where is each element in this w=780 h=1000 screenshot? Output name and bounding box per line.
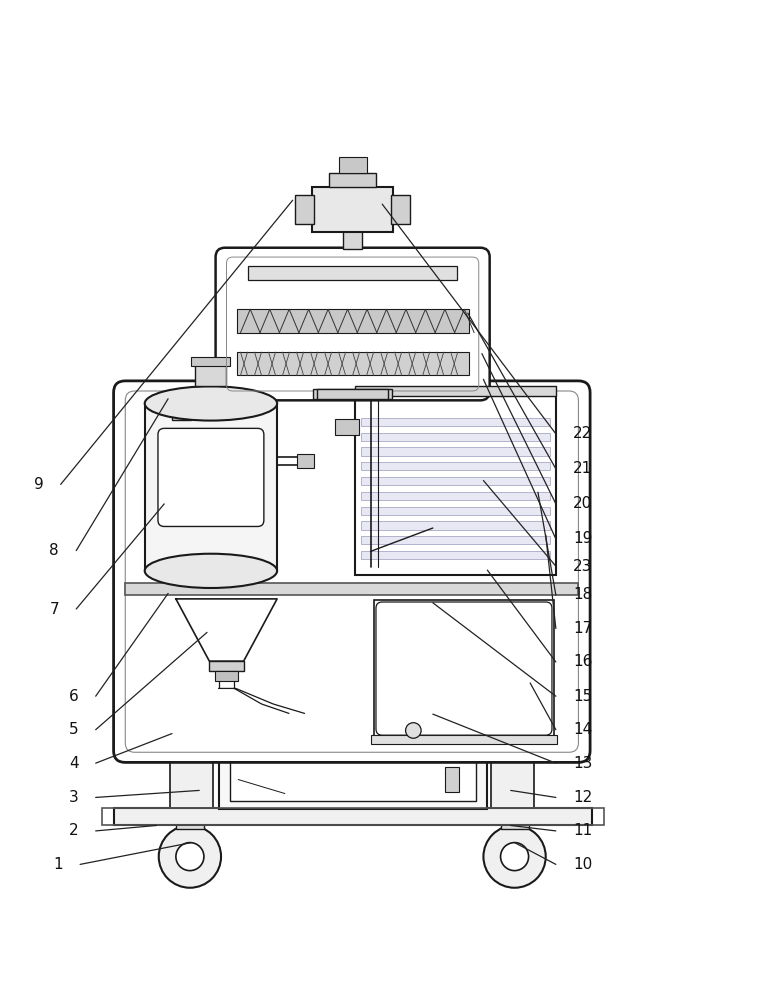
- Bar: [370, 735, 558, 744]
- Bar: [361, 507, 550, 515]
- Ellipse shape: [145, 386, 277, 421]
- Bar: [313, 389, 392, 399]
- Bar: [361, 447, 550, 456]
- Bar: [339, 157, 367, 173]
- Bar: [295, 195, 314, 224]
- Text: 4: 4: [69, 756, 79, 771]
- Bar: [361, 477, 550, 485]
- Text: 17: 17: [573, 621, 592, 636]
- Text: 15: 15: [573, 689, 592, 704]
- Bar: [361, 551, 550, 559]
- FancyBboxPatch shape: [215, 248, 490, 400]
- Bar: [361, 433, 550, 441]
- Bar: [317, 389, 388, 399]
- Text: 7: 7: [49, 602, 59, 617]
- Bar: [172, 400, 191, 420]
- Bar: [476, 751, 550, 760]
- Bar: [171, 760, 213, 808]
- Bar: [176, 815, 204, 829]
- Ellipse shape: [145, 554, 277, 588]
- Bar: [236, 309, 469, 333]
- Text: 3: 3: [69, 790, 79, 805]
- Bar: [193, 400, 215, 414]
- Text: 5: 5: [69, 722, 79, 737]
- Bar: [209, 661, 243, 671]
- Text: 23: 23: [573, 559, 592, 574]
- Bar: [335, 419, 359, 435]
- Bar: [145, 403, 277, 571]
- Circle shape: [176, 843, 204, 871]
- Bar: [355, 386, 556, 396]
- Bar: [445, 767, 459, 792]
- FancyBboxPatch shape: [376, 602, 552, 735]
- Bar: [361, 521, 550, 530]
- Bar: [296, 454, 314, 468]
- Text: 9: 9: [34, 477, 44, 492]
- Bar: [312, 187, 393, 232]
- Bar: [191, 357, 230, 366]
- Bar: [501, 815, 529, 829]
- Text: 22: 22: [573, 426, 592, 441]
- Bar: [361, 536, 550, 544]
- Text: 10: 10: [573, 857, 592, 872]
- Bar: [114, 808, 593, 825]
- Bar: [248, 266, 457, 280]
- Bar: [157, 751, 230, 760]
- Text: 19: 19: [573, 531, 592, 546]
- Text: 20: 20: [573, 496, 592, 511]
- FancyBboxPatch shape: [114, 381, 590, 762]
- Bar: [361, 462, 550, 470]
- Bar: [391, 195, 410, 224]
- Circle shape: [501, 843, 529, 871]
- Text: 2: 2: [69, 823, 79, 838]
- Bar: [361, 418, 550, 426]
- Text: 8: 8: [49, 543, 59, 558]
- Bar: [218, 751, 488, 809]
- Bar: [343, 230, 362, 249]
- Bar: [321, 391, 385, 393]
- Bar: [329, 173, 376, 187]
- FancyBboxPatch shape: [158, 428, 264, 526]
- Text: 14: 14: [573, 722, 592, 737]
- Bar: [374, 600, 554, 737]
- Circle shape: [484, 825, 546, 888]
- Bar: [236, 352, 469, 375]
- Text: 12: 12: [573, 790, 592, 805]
- Bar: [230, 758, 476, 801]
- Bar: [215, 671, 238, 681]
- Text: 1: 1: [53, 857, 63, 872]
- Polygon shape: [176, 599, 277, 661]
- Text: 16: 16: [573, 654, 592, 669]
- Bar: [195, 365, 226, 386]
- Bar: [126, 583, 579, 595]
- Bar: [102, 808, 604, 825]
- Text: 6: 6: [69, 689, 79, 704]
- Circle shape: [159, 825, 221, 888]
- Bar: [491, 760, 534, 808]
- Bar: [355, 396, 556, 575]
- Text: 11: 11: [573, 823, 592, 838]
- Text: 21: 21: [573, 461, 592, 476]
- Text: 13: 13: [573, 756, 592, 771]
- Bar: [361, 492, 550, 500]
- Circle shape: [406, 723, 421, 738]
- Text: 18: 18: [573, 587, 592, 602]
